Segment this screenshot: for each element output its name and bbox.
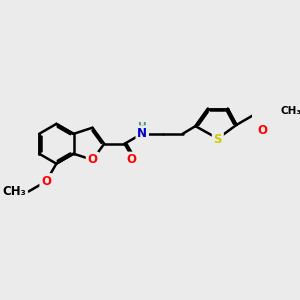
Text: O: O [257, 124, 268, 137]
Text: S: S [214, 133, 222, 146]
Text: CH₃: CH₃ [280, 106, 300, 116]
Text: CH₃: CH₃ [2, 185, 26, 198]
Text: O: O [88, 153, 98, 167]
Text: H: H [138, 122, 147, 132]
Text: O: O [127, 153, 137, 167]
Text: O: O [41, 175, 51, 188]
Text: N: N [137, 127, 147, 140]
